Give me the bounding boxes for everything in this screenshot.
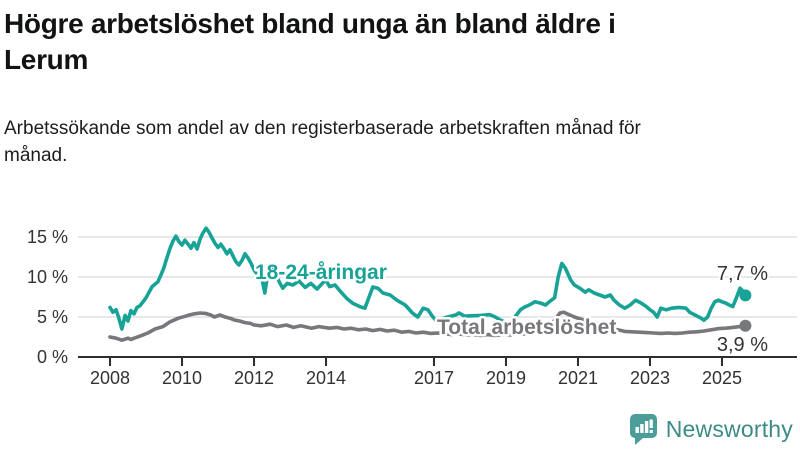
x-axis-tick-label: 2010 bbox=[162, 368, 202, 388]
chart-header: Högre arbetslöshet bland unga än bland ä… bbox=[4, 6, 659, 170]
youth-end-dot bbox=[739, 289, 752, 302]
total-series-label: Total arbetslöshet bbox=[437, 316, 616, 339]
total-unemployment-line bbox=[108, 310, 748, 343]
page-title: Högre arbetslöshet bland unga än bland ä… bbox=[4, 8, 616, 76]
y-axis-tick-label: 5 % bbox=[37, 307, 68, 327]
x-axis-tick-label: 2012 bbox=[234, 368, 274, 388]
newsworthy-chart-bubble-icon bbox=[629, 414, 657, 445]
total-end-value-label: 3,9 % bbox=[717, 334, 768, 356]
x-axis-tick-label: 2021 bbox=[558, 368, 598, 388]
x-axis-tick-label: 2017 bbox=[414, 368, 454, 388]
x-axis-tick-label: 2008 bbox=[90, 368, 130, 388]
newsworthy-logo: Newsworthy bbox=[629, 414, 793, 445]
x-axis-tick-label: 2025 bbox=[702, 368, 742, 388]
x-axis-tick-label: 2014 bbox=[306, 368, 346, 388]
y-axis-tick-label: 10 % bbox=[27, 267, 68, 287]
x-axis-tick-label: 2019 bbox=[486, 368, 526, 388]
youth-unemployment-line bbox=[108, 226, 748, 331]
y-axis-tick-label: 15 % bbox=[27, 227, 68, 247]
x-axis-tick-label: 2023 bbox=[630, 368, 670, 388]
youth-series-label: 18-24-åringar bbox=[255, 261, 387, 284]
chart-subtitle: Arbetssökande som andel av den registerb… bbox=[4, 117, 641, 167]
y-axis-tick-label: 0 % bbox=[37, 347, 68, 367]
newsworthy-wordmark: Newsworthy bbox=[665, 416, 793, 442]
youth-end-value-label: 7,7 % bbox=[717, 263, 768, 285]
total-end-dot bbox=[739, 319, 752, 332]
